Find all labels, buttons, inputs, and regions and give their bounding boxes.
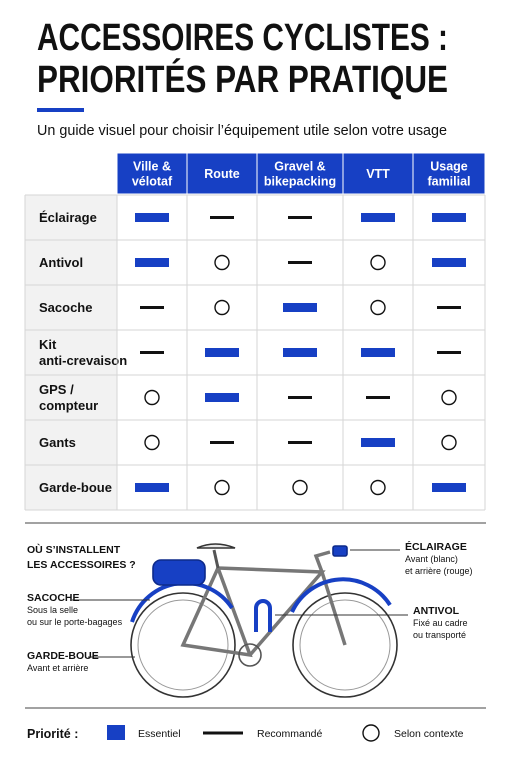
essential-mark [283, 348, 317, 357]
callout-text: ou transporté [413, 630, 466, 640]
callout-text: Fixé au cadre [413, 618, 468, 628]
row-label: compteur [39, 398, 98, 413]
callout-text: et arrière (rouge) [405, 566, 473, 576]
essential-mark [432, 258, 466, 267]
callout-label: GARDE-BOUE [27, 650, 99, 662]
essential-mark [135, 483, 169, 492]
callout-text: Sous la selle [27, 605, 78, 615]
essential-mark [361, 348, 395, 357]
subtitle: Un guide visuel pour choisir l’équipemen… [37, 123, 447, 139]
legend-label: Selon contexte [394, 728, 464, 740]
context-mark [441, 389, 457, 406]
row-header-column [25, 195, 117, 510]
column-header-label: Gravel & [274, 160, 325, 174]
front-fender [290, 577, 392, 613]
title: ACCESSOIRES CYCLISTES : [37, 17, 448, 59]
context-mark [214, 479, 230, 496]
column-header [342, 152, 414, 195]
row-label: Sacoche [39, 300, 92, 315]
essential-mark [283, 303, 317, 312]
title: PRIORITÉS PAR PRATIQUE [37, 57, 448, 101]
recommended-mark [210, 441, 234, 444]
rear-rim [137, 599, 229, 691]
row-label: Antivol [39, 255, 83, 270]
seat-post [212, 549, 220, 569]
row-label: Garde-boue [39, 480, 112, 495]
column-header-label: Ville & [133, 160, 171, 174]
saddle [196, 543, 236, 549]
row-label: Gants [39, 435, 76, 450]
context-mark [441, 434, 457, 451]
recommended-mark [366, 396, 390, 399]
callout-lines [72, 549, 408, 658]
row-label: anti-crevaison [39, 353, 127, 368]
row-label: GPS / [39, 382, 74, 397]
recommended-mark [140, 306, 164, 309]
column-header [116, 152, 188, 195]
callout-label: ÉCLAIRAGE [405, 540, 467, 553]
diagram-title: LES ACCESSOIRES ? [27, 559, 136, 571]
title-underline [37, 108, 84, 112]
callout-label: SACOCHE [27, 592, 80, 604]
legend-label: Recommandé [257, 728, 323, 740]
column-header [412, 152, 486, 195]
front-wheel [292, 592, 398, 698]
essential-mark [205, 393, 239, 402]
context-mark [370, 254, 386, 271]
callout-text: Avant et arrière [27, 663, 88, 673]
essential-mark [432, 213, 466, 222]
context-mark [144, 434, 160, 451]
callout-text: ou sur le porte-bagages [27, 617, 123, 627]
essential-mark [205, 348, 239, 357]
essential-mark [361, 213, 395, 222]
saddle-bag [152, 559, 206, 586]
column-header-label: bikepacking [264, 175, 336, 189]
column-header-label: Route [204, 167, 239, 181]
recommended-mark [288, 216, 312, 219]
recommended-mark [140, 351, 164, 354]
essential-mark [432, 483, 466, 492]
front-rim [299, 599, 391, 691]
essential-mark [135, 258, 169, 267]
legend-swatch [362, 724, 380, 742]
lock [254, 599, 272, 632]
legend-label: Essentiel [138, 728, 181, 740]
row-label: Kit [39, 337, 57, 352]
essential-mark [361, 438, 395, 447]
recommended-mark [288, 441, 312, 444]
column-header-label: familial [427, 175, 470, 189]
column-header-label: vélotaf [132, 175, 173, 189]
row-label: Éclairage [39, 210, 97, 225]
bicycle [130, 543, 398, 698]
legend-swatch [203, 731, 243, 735]
recommended-mark [437, 306, 461, 309]
column-header [256, 152, 344, 195]
column-header-label: Usage [430, 160, 468, 174]
context-mark [214, 254, 230, 271]
front-light [332, 545, 348, 557]
recommended-mark [288, 396, 312, 399]
diagram-title: OÙ S’INSTALLENT [27, 543, 121, 556]
recommended-mark [437, 351, 461, 354]
rear-wheel [130, 592, 236, 698]
context-mark [144, 389, 160, 406]
crank [238, 643, 262, 667]
column-header-label: VTT [366, 167, 390, 181]
callout-text: Avant (blanc) [405, 554, 458, 564]
essential-mark [135, 213, 169, 222]
frame [180, 550, 347, 658]
legend-swatch [107, 725, 125, 740]
context-mark [292, 479, 308, 496]
recommended-mark [288, 261, 312, 264]
context-mark [370, 479, 386, 496]
recommended-mark [210, 216, 234, 219]
column-header [186, 152, 258, 195]
callout-label: ANTIVOL [413, 605, 460, 617]
legend-title: Priorité : [27, 727, 78, 741]
context-mark [370, 299, 386, 316]
context-mark [214, 299, 230, 316]
